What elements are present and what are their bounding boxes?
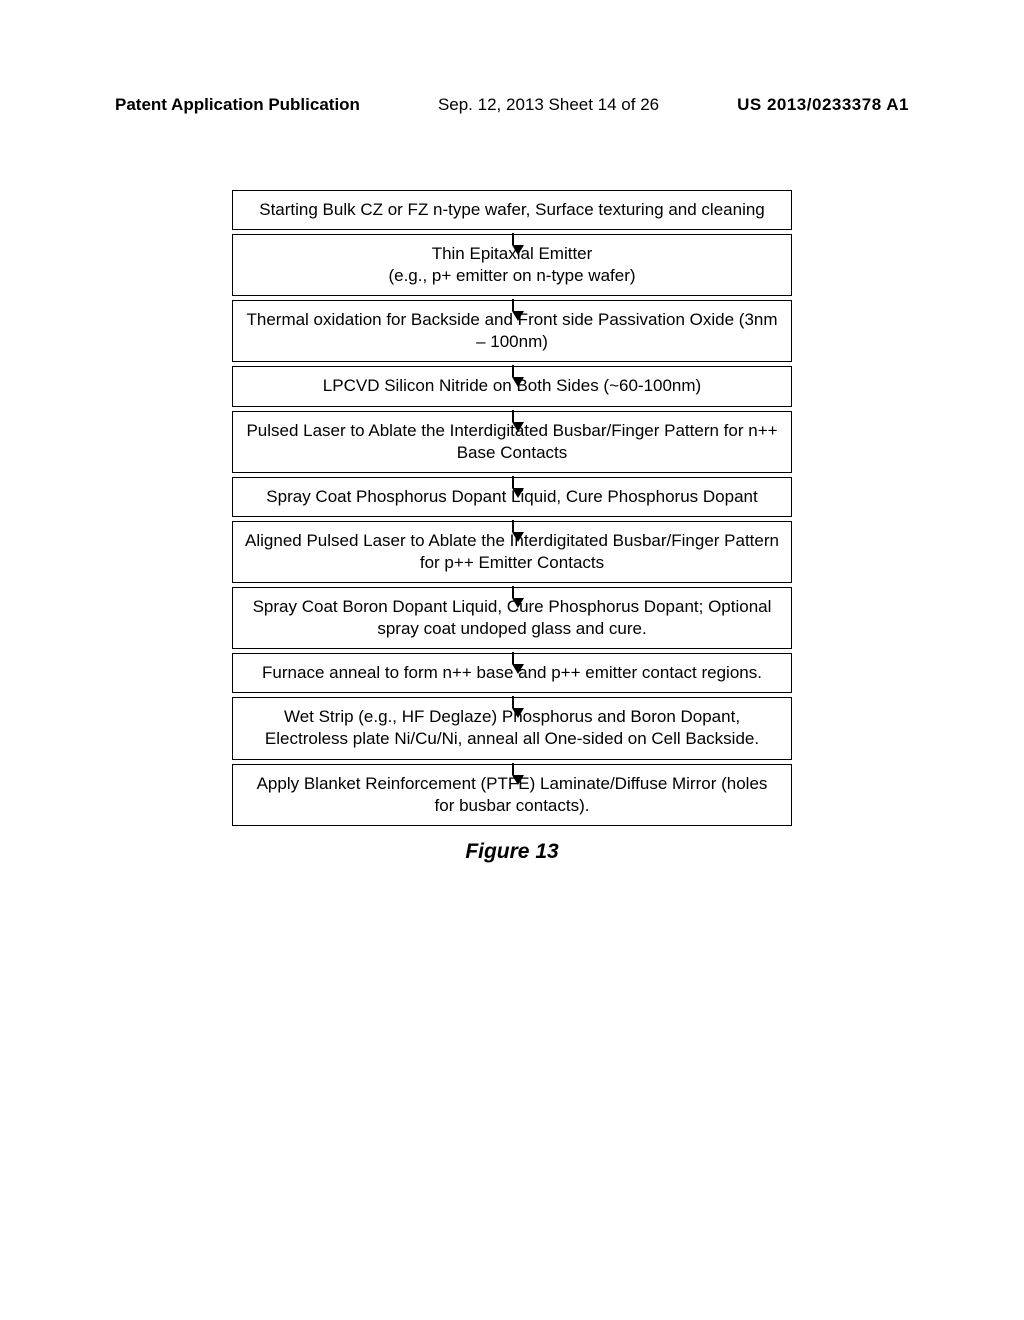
flow-step-1: Starting Bulk CZ or FZ n-type wafer, Sur… (232, 190, 792, 230)
header-left: Patent Application Publication (115, 95, 360, 115)
header-middle: Sep. 12, 2013 Sheet 14 of 26 (438, 95, 659, 115)
page-header: Patent Application Publication Sep. 12, … (115, 95, 909, 115)
header-right: US 2013/0233378 A1 (737, 95, 909, 115)
flowchart: Starting Bulk CZ or FZ n-type wafer, Sur… (222, 190, 802, 864)
page: Patent Application Publication Sep. 12, … (0, 0, 1024, 1320)
figure-caption: Figure 13 (222, 840, 802, 864)
